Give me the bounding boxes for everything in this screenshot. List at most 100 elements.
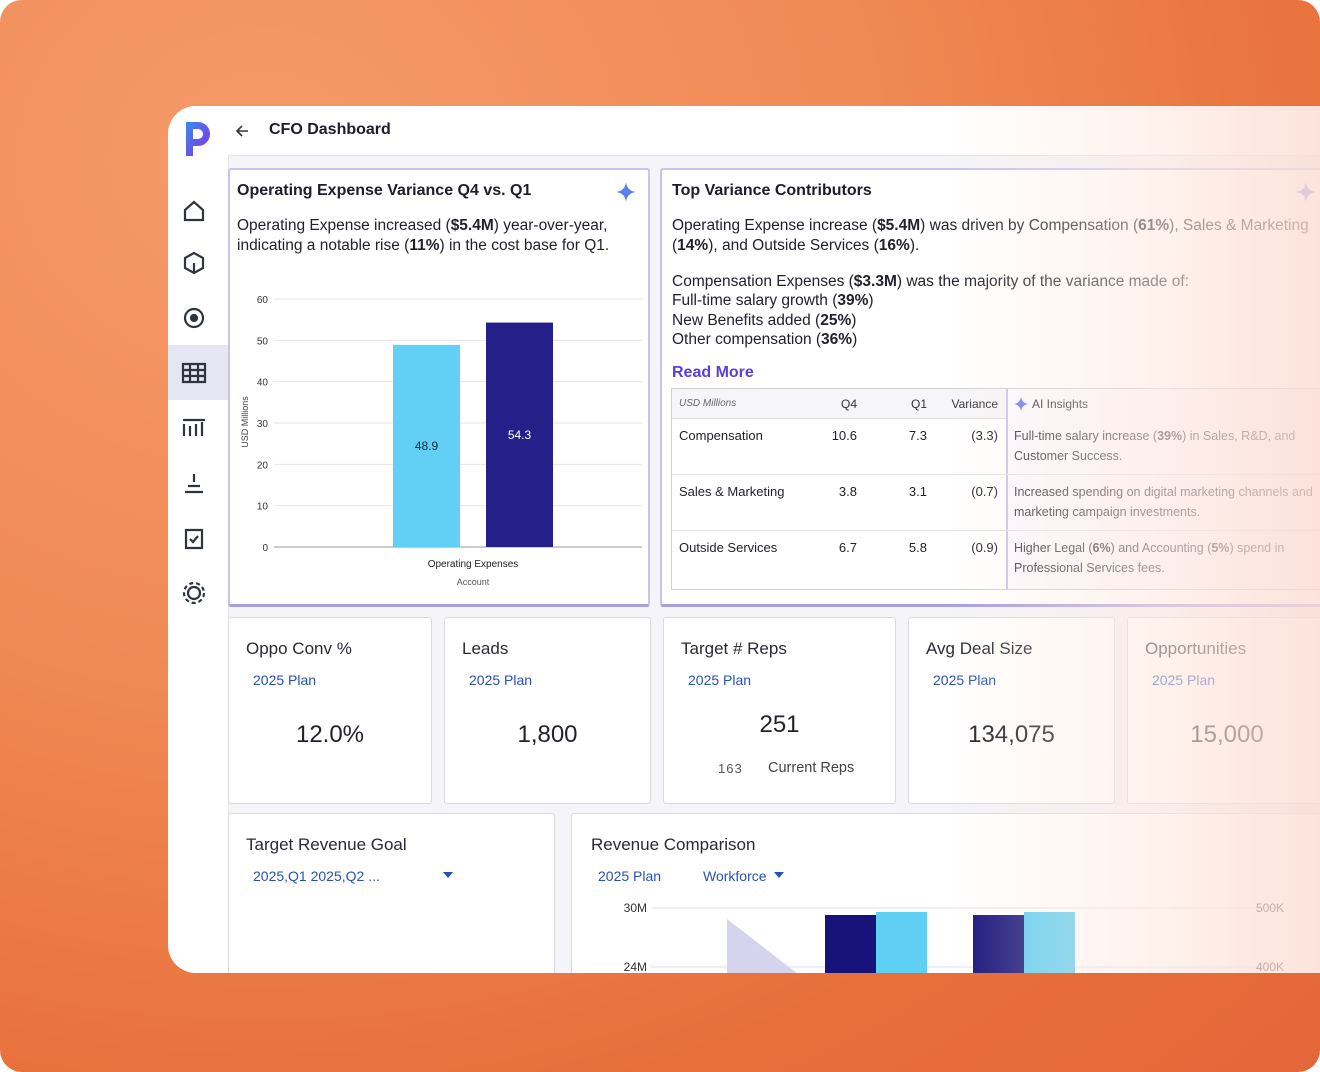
cell: Compensation xyxy=(679,428,763,443)
kpi-plan: 2025 Plan xyxy=(688,672,752,688)
kpi-title: Opportunities xyxy=(1145,639,1247,658)
kpi-plan: 2025 Plan xyxy=(469,672,533,688)
x-axis-label: Account xyxy=(457,577,490,587)
y-tick-label: 50 xyxy=(257,336,269,347)
plan-filter[interactable]: 2025 Plan xyxy=(598,868,662,884)
dropdown-caret[interactable] xyxy=(773,871,785,879)
text-run: ) xyxy=(868,292,874,309)
area xyxy=(727,919,797,973)
variance-table: USD Millions Q4 Q1 Variance AI Insights Compe… xyxy=(671,388,1320,590)
cell: 6.7 xyxy=(838,540,857,555)
kpi-value: 15,000 xyxy=(1190,721,1264,748)
kpi-card: Avg Deal Size 2025 Plan 134,075 xyxy=(908,617,1115,804)
emphasis: 36% xyxy=(821,331,853,348)
read-more-link[interactable]: Read More xyxy=(672,364,754,381)
dropdown-caret[interactable] xyxy=(442,871,454,879)
summary: Operating Expense increased ($5.4M) year… xyxy=(237,216,637,255)
revenue-goal-card: Target Revenue Goal 2025,Q1 2025,Q2 ... xyxy=(228,813,555,973)
emphasis: $5.4M xyxy=(450,217,494,234)
kpi-plan: 2025 Plan xyxy=(253,672,317,688)
kpi-title: Avg Deal Size xyxy=(926,639,1033,658)
text-run: ) was driven by Compensation ( xyxy=(920,217,1139,234)
paragraph: Operating Expense increase ($5.4M) was d… xyxy=(672,216,1312,255)
cell: 3.8 xyxy=(838,484,857,499)
sparkle-icon xyxy=(1296,182,1316,202)
emphasis: 39% xyxy=(1157,429,1183,443)
y-axis-label: USD Millions xyxy=(240,396,250,448)
kpi-value: 12.0% xyxy=(295,721,365,748)
cell: 3.1 xyxy=(908,484,927,499)
emphasis: 14% xyxy=(677,236,709,254)
kpi-title: Oppo Conv % xyxy=(246,639,352,658)
kpi-title: Leads xyxy=(462,639,509,658)
page-title: CFO Dashboard xyxy=(269,121,391,138)
cell: 7.3 xyxy=(908,428,927,443)
kpi-title: Target # Reps xyxy=(681,639,787,658)
text-run: ) and Accounting ( xyxy=(1110,541,1212,555)
cell: (0.7) xyxy=(971,484,998,499)
insight: Increased spending on digital marketing … xyxy=(1014,482,1314,522)
text-run: Increased spending on digital marketing … xyxy=(1014,485,1313,519)
cell: Sales & Marketing xyxy=(679,484,785,499)
logo[interactable] xyxy=(186,122,210,156)
intro: Compensation Expenses ($3.3M) was the ma… xyxy=(672,272,1312,292)
row-divider xyxy=(672,474,1320,475)
workforce-filter[interactable]: Workforce xyxy=(703,868,767,884)
card-title: Top Variance Contributors xyxy=(672,182,872,199)
text-run: ), and Outside Services ( xyxy=(708,236,879,254)
revenue-comparison-card: Revenue Comparison 2025 Plan Workforce 3… xyxy=(571,813,1320,973)
y-tick-label: 40 xyxy=(257,378,269,389)
cell: (0.9) xyxy=(971,540,998,555)
emphasis: 6% xyxy=(1092,541,1111,555)
cell: (3.3) xyxy=(971,428,998,443)
cell: 10.6 xyxy=(831,428,857,443)
sidebar xyxy=(168,106,229,973)
kpi-plan: 2025 Plan xyxy=(1152,672,1216,688)
text-run: Compensation Expenses ( xyxy=(672,273,854,290)
period-filter[interactable]: 2025,Q1 2025,Q2 ... xyxy=(253,868,380,884)
emphasis: 25% xyxy=(820,311,852,329)
row-divider xyxy=(672,530,1320,531)
text-run: New Benefits added ( xyxy=(672,311,821,329)
card-title: Operating Expense Variance Q4 vs. Q1 xyxy=(237,182,532,199)
kpi-card: Opportunities 2025 Plan 15,000 xyxy=(1127,617,1320,804)
y-tick-label: 60 xyxy=(257,295,269,306)
emphasis: $5.4M xyxy=(877,217,921,234)
data-label: 48.9 xyxy=(415,439,439,453)
kpi-value: 1,800 xyxy=(517,721,578,748)
cell: Outside Services xyxy=(679,540,778,555)
y-tick-label: 0 xyxy=(262,543,268,554)
variance-card: Operating Expense Variance Q4 vs. Q1 Ope… xyxy=(228,168,650,607)
cell: 5.8 xyxy=(908,540,927,555)
text-run: Full-time salary increase ( xyxy=(1014,429,1158,443)
kpi-secondary-value: 163 xyxy=(718,761,743,776)
bar xyxy=(876,912,927,973)
y2-tick-label: 500K xyxy=(1256,901,1284,915)
bar xyxy=(1024,912,1075,973)
column-header: USD Millions xyxy=(679,398,737,409)
bar-chart: 0 10 20 30 40 50 60 USD Millions 48.9 54.3 Operati… xyxy=(240,295,642,587)
header: CFO Dashboard xyxy=(228,106,1320,156)
text-run: ). xyxy=(909,236,920,254)
column-header: Q4 xyxy=(840,397,857,411)
text-run: Other compensation ( xyxy=(672,331,822,348)
text-run: Operating Expense increased ( xyxy=(237,217,451,234)
text-run: ) in the cost base for Q1. xyxy=(439,236,610,254)
nav-icons[interactable] xyxy=(181,200,207,605)
app-window: CFO Dashboard Operating Expense Variance… xyxy=(168,106,1320,973)
kpi-value: 134,075 xyxy=(968,721,1055,748)
y2-tick-label: 400K xyxy=(1256,960,1284,973)
column-header: Q1 xyxy=(910,397,927,411)
back-button[interactable] xyxy=(234,123,250,139)
emphasis: 16% xyxy=(878,236,910,254)
item-list: Full-time salary growth (39%) New Benefit… xyxy=(672,291,874,350)
emphasis: 61% xyxy=(1138,217,1170,234)
insight: Higher Legal (6%) and Accounting (5%) sp… xyxy=(1014,538,1314,578)
list-item: Full-time salary growth (39%) xyxy=(672,291,874,311)
text-run: Full-time salary growth ( xyxy=(672,292,838,309)
bar xyxy=(973,915,1024,973)
bar xyxy=(393,344,460,547)
emphasis: 5% xyxy=(1211,541,1230,555)
insight: Full-time salary increase (39%) in Sales… xyxy=(1014,426,1314,466)
